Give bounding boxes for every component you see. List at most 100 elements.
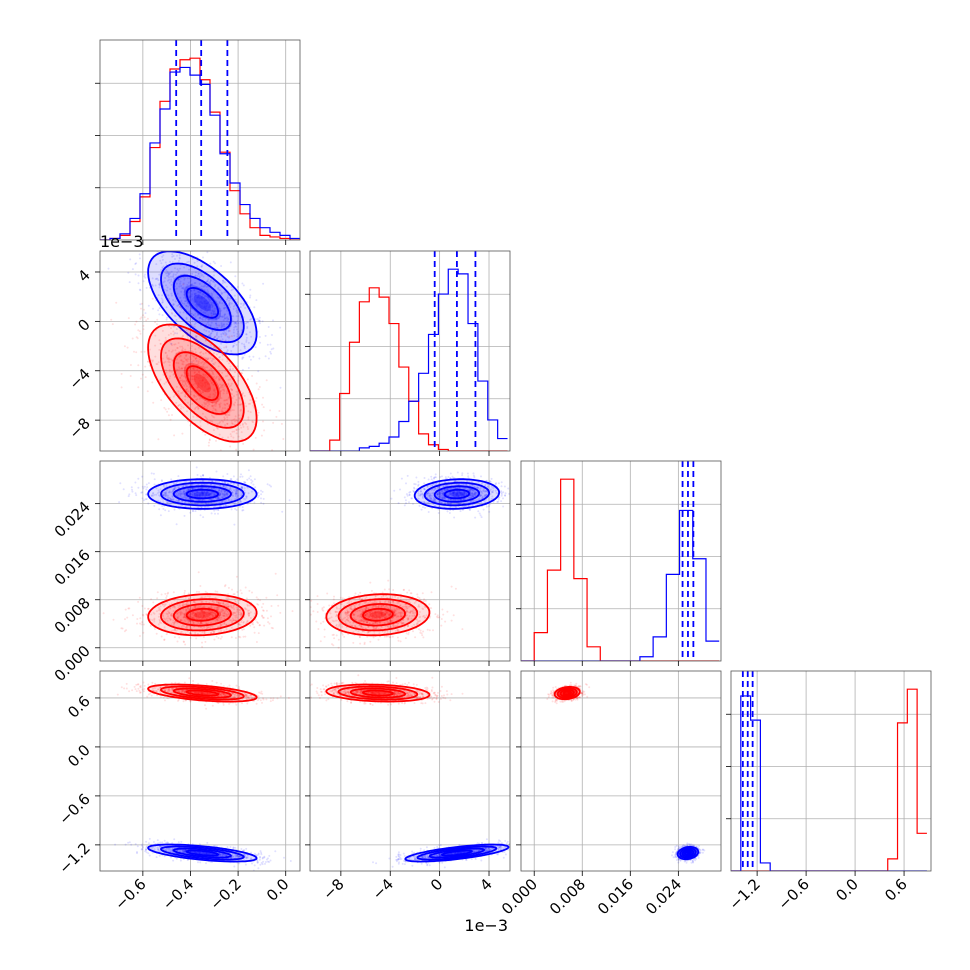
scatter-point	[189, 280, 192, 283]
scatter-point	[419, 629, 422, 632]
scatter-point	[203, 402, 206, 405]
scatter-point	[219, 490, 222, 493]
scatter-point	[168, 300, 170, 302]
scatter-point	[209, 282, 212, 285]
scatter-point	[219, 383, 222, 386]
scatter-point	[200, 265, 203, 268]
scatter-point	[221, 496, 224, 499]
scatter-point	[228, 329, 231, 332]
scatter-point	[246, 426, 249, 428]
scatter-point	[220, 326, 223, 329]
scatter-point	[165, 212, 167, 214]
scatter-point	[206, 358, 209, 361]
scatter-point	[214, 512, 216, 515]
scatter-point	[127, 271, 130, 274]
scatter-point	[169, 288, 172, 291]
scatter-point	[192, 351, 195, 354]
scatter-point	[189, 347, 192, 350]
scatter-point	[215, 326, 218, 329]
scatter-point	[240, 486, 243, 489]
scatter-point	[241, 509, 244, 512]
scatter-point	[230, 289, 233, 292]
scatter-point	[233, 523, 236, 526]
scatter-panel-0-1	[100, 212, 300, 451]
scatter-point	[152, 492, 154, 495]
scatter-point	[418, 504, 421, 507]
scatter-point	[204, 357, 207, 360]
scatter-point	[205, 416, 208, 419]
scatter-point	[190, 501, 193, 504]
scatter-point	[183, 266, 186, 269]
scatter-point	[474, 516, 477, 519]
scatter-point	[205, 304, 208, 307]
scatter-point	[179, 267, 181, 270]
scatter-point	[203, 306, 206, 309]
scatter-point	[238, 635, 241, 638]
scatter-point	[252, 355, 255, 358]
scatter-point	[188, 332, 191, 334]
scatter-point	[268, 484, 271, 487]
scatter-point	[208, 494, 211, 496]
scatter-point	[240, 438, 243, 441]
scatter-point	[242, 304, 245, 307]
scatter-point	[254, 318, 257, 321]
scatter-point	[168, 370, 171, 373]
scatter-point	[201, 391, 204, 394]
scatter-point	[139, 332, 142, 335]
scatter-point	[152, 401, 155, 404]
contour-blue	[160, 262, 245, 344]
scatter-point	[189, 493, 191, 495]
scatter-point	[198, 492, 201, 495]
scatter-point	[169, 260, 171, 263]
scatter-point	[243, 345, 246, 348]
scatter-point	[178, 404, 180, 407]
scatter-point	[459, 510, 462, 513]
contour-red	[160, 337, 245, 429]
scatter-point	[254, 346, 257, 349]
density-fill-blue	[193, 294, 211, 311]
scatter-point	[507, 487, 510, 490]
scatter-point	[217, 637, 220, 639]
scatter-point	[242, 509, 245, 512]
scatter-point	[160, 497, 163, 500]
scatter-point	[277, 604, 280, 607]
scatter-point	[190, 295, 193, 298]
scatter-point	[171, 495, 174, 498]
scatter-point	[232, 315, 235, 318]
scatter-point	[241, 506, 244, 509]
scatter-point	[223, 416, 226, 419]
scatter-point	[262, 396, 264, 399]
scatter-point	[182, 283, 185, 286]
scatter-point	[182, 496, 185, 499]
scatter-point	[216, 427, 219, 430]
scatter-point	[170, 342, 173, 345]
scatter-point	[408, 494, 411, 496]
scatter-point	[241, 422, 244, 425]
scatter-point	[180, 290, 183, 293]
scatter-point	[198, 379, 201, 382]
scatter-point	[410, 497, 413, 500]
scatter-point	[192, 487, 194, 490]
scatter-point	[204, 385, 206, 388]
scatter-point	[205, 295, 208, 298]
scatter-point	[166, 354, 169, 357]
scatter-point	[500, 494, 503, 497]
scatter-point	[200, 376, 203, 379]
scatter-point	[177, 342, 180, 344]
scatter-point	[173, 487, 176, 490]
scatter-point	[227, 330, 230, 333]
scatter-point	[196, 494, 199, 497]
scatter-point	[210, 332, 213, 335]
scatter-point	[206, 302, 209, 305]
scatter-point	[199, 317, 202, 319]
scatter-point	[210, 483, 213, 486]
scatter-point	[213, 363, 216, 366]
scatter-point	[195, 360, 198, 362]
scatter-point	[165, 306, 168, 309]
scatter-point	[440, 618, 443, 620]
scatter-point	[406, 494, 409, 497]
scatter-point	[201, 307, 204, 310]
scatter-point	[197, 498, 200, 501]
scatter-point	[147, 304, 150, 307]
scatter-point	[194, 510, 197, 513]
